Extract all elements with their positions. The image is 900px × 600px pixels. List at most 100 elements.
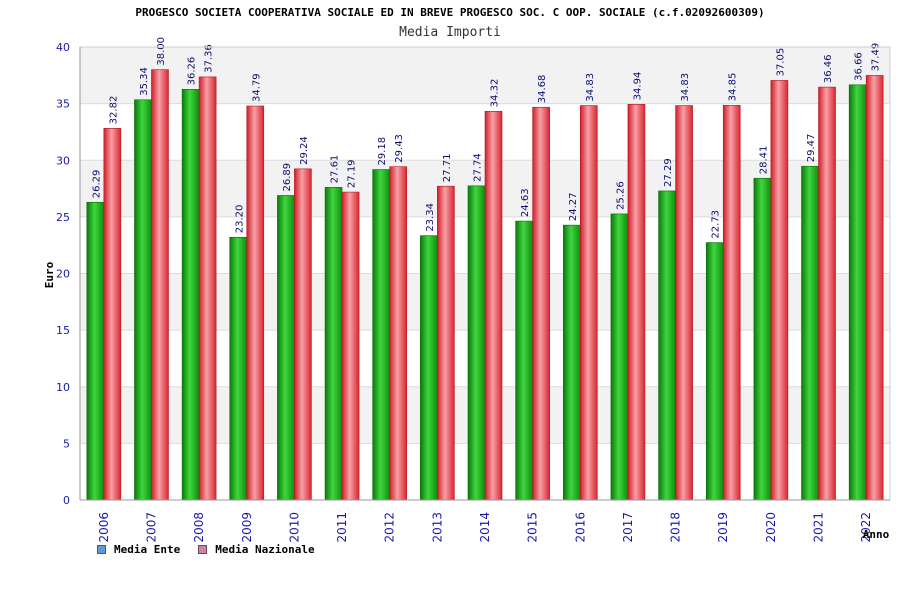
x-tick-label: 2008 (192, 512, 206, 543)
data-label: 37.36 (204, 44, 215, 73)
data-label: 29.24 (299, 136, 310, 165)
x-tick-label: 2006 (97, 512, 111, 543)
bar-media-nazionale-2010 (294, 168, 312, 501)
data-label: 34.68 (537, 75, 548, 104)
x-tick-label: 2016 (573, 512, 587, 543)
bar-media-nazionale-2013 (437, 185, 455, 501)
x-axis-title: Anno (863, 528, 890, 541)
x-tick-label: 2021 (812, 512, 826, 543)
y-tick-label: 20 (56, 268, 70, 281)
bar-media-ente-2018 (658, 190, 676, 501)
bar-media-ente-2019 (705, 242, 724, 501)
legend-swatch-media-ente (97, 545, 106, 554)
data-label: 27.29 (663, 158, 674, 187)
bar-media-nazionale-2022 (865, 75, 884, 501)
bar-media-ente-2008 (181, 89, 200, 501)
bar-media-nazionale-2014 (484, 111, 503, 501)
bar-media-ente-2009 (229, 236, 248, 501)
data-label: 27.19 (347, 159, 358, 188)
bar-media-nazionale-2015 (532, 106, 550, 501)
bar-media-ente-2014 (467, 185, 486, 501)
x-tick-label: 2017 (621, 512, 635, 543)
bar-media-ente-2021 (801, 165, 819, 501)
data-label: 26.89 (282, 163, 293, 192)
x-tick-label: 2019 (716, 512, 730, 543)
bar-media-nazionale-2021 (818, 86, 836, 501)
bar-media-ente-2013 (420, 235, 438, 501)
x-tick-label: 2010 (287, 512, 301, 543)
data-label: 27.71 (442, 154, 453, 183)
data-label: 29.18 (377, 137, 388, 166)
y-tick-label: 40 (56, 41, 70, 54)
y-tick-label: 5 (63, 437, 70, 450)
bar-media-nazionale-2007 (151, 69, 169, 501)
x-tick-label: 2015 (526, 512, 540, 543)
data-label: 32.82 (108, 96, 119, 125)
legend-label-media-ente: Media Ente (114, 543, 181, 556)
x-tick-label: 2014 (478, 512, 492, 543)
bar-media-ente-2010 (277, 195, 295, 501)
x-tick-label: 2022 (859, 512, 873, 543)
x-tick-label: 2020 (764, 512, 778, 543)
data-label: 34.79 (251, 73, 262, 102)
bar-media-ente-2006 (86, 201, 105, 501)
bar-media-ente-2016 (562, 224, 581, 501)
x-tick-label: 2009 (240, 512, 254, 543)
data-label: 27.74 (473, 153, 484, 182)
bar-media-nazionale-2018 (675, 105, 693, 501)
data-label: 24.27 (568, 193, 579, 222)
data-label: 38.00 (156, 37, 167, 66)
x-tick-label: 2013 (430, 512, 444, 543)
data-label: 36.66 (854, 52, 865, 81)
bar-media-nazionale-2011 (341, 191, 360, 501)
y-tick-label: 35 (56, 98, 70, 111)
bar-media-nazionale-2016 (579, 105, 598, 501)
y-tick-label: 0 (63, 494, 70, 507)
bar-media-ente-2007 (134, 99, 152, 501)
y-tick-label: 30 (56, 154, 70, 167)
bar-media-ente-2020 (753, 177, 772, 501)
data-label: 27.61 (330, 155, 341, 184)
data-label: 36.26 (187, 57, 198, 86)
bar-media-ente-2017 (610, 213, 629, 501)
data-label: 23.20 (234, 205, 245, 234)
y-axis-title: Euro (43, 261, 56, 288)
bar-media-nazionale-2008 (198, 76, 217, 501)
bar-media-nazionale-2017 (627, 104, 646, 501)
data-label: 26.29 (91, 170, 102, 199)
legend: Media Ente Media Nazionale (97, 543, 315, 556)
bar-media-ente-2012 (372, 169, 391, 501)
data-label: 29.43 (394, 134, 405, 163)
bar-media-nazionale-2006 (103, 128, 122, 501)
bar-media-ente-2011 (324, 187, 343, 501)
data-label: 34.83 (585, 73, 596, 102)
data-label: 34.83 (680, 73, 691, 102)
data-label: 24.63 (520, 188, 531, 217)
data-label: 23.34 (425, 203, 436, 232)
bar-media-nazionale-2009 (246, 105, 265, 501)
x-tick-label: 2018 (669, 512, 683, 543)
bar-media-ente-2015 (515, 220, 533, 501)
data-label: 34.85 (728, 73, 739, 102)
bar-media-nazionale-2019 (722, 105, 741, 501)
data-label: 25.26 (615, 181, 626, 210)
y-tick-label: 15 (56, 324, 70, 337)
bar-media-nazionale-2020 (770, 80, 789, 501)
data-label: 22.73 (711, 210, 722, 239)
bar-media-ente-2022 (848, 84, 867, 501)
x-tick-label: 2007 (144, 512, 158, 543)
x-tick-label: 2012 (383, 512, 397, 543)
data-label: 37.49 (871, 43, 882, 72)
y-tick-label: 10 (56, 381, 70, 394)
data-label: 29.47 (806, 134, 817, 163)
legend-swatch-media-nazionale (198, 545, 208, 554)
legend-item-media-nazionale: Media Nazionale (198, 543, 315, 556)
data-label: 35.34 (139, 67, 150, 96)
chart-title: PROGESCO SOCIETA COOPERATIVA SOCIALE ED … (135, 6, 765, 19)
chart-subtitle: Media Importi (399, 25, 501, 40)
x-tick-label: 2011 (335, 512, 349, 543)
data-label: 37.05 (775, 48, 786, 77)
y-tick-label: 25 (56, 211, 70, 224)
data-label: 34.32 (490, 79, 501, 108)
